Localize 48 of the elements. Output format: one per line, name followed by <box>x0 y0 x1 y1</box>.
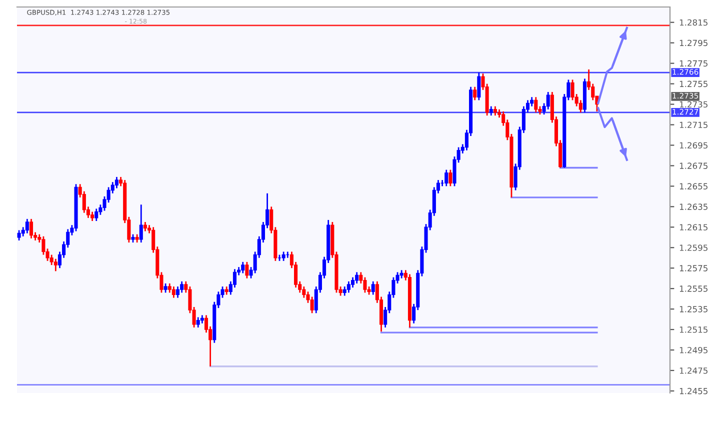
candlestick <box>172 286 176 298</box>
candlestick <box>534 96 538 114</box>
candlestick <box>493 106 497 116</box>
candlestick <box>17 230 21 242</box>
y-tick-label: 1.2755 <box>680 80 708 88</box>
candlestick <box>477 72 481 101</box>
candlestick <box>143 221 147 232</box>
candlestick <box>94 208 98 222</box>
y-tick-label: 1.2675 <box>680 162 708 169</box>
candlestick <box>355 271 359 284</box>
y-tick-label: 1.2555 <box>680 286 708 292</box>
candlestick <box>164 282 168 294</box>
candlestick <box>489 106 493 116</box>
y-tick-label: 1.2715 <box>680 122 708 128</box>
y-tick-label: 1.2635 <box>680 204 708 210</box>
candlestick <box>546 91 550 110</box>
y-tick-label: 1.2535 <box>680 306 708 312</box>
candlestick <box>42 236 46 256</box>
candlestick <box>302 286 306 298</box>
candlestick <box>282 251 286 262</box>
y-tick-label: 1.2515 <box>680 326 708 333</box>
candlestick <box>444 169 448 187</box>
candlestick <box>245 261 249 280</box>
candlestick <box>241 261 245 274</box>
y-tick-label: 1.2575 <box>680 265 708 272</box>
candlestick <box>54 258 58 272</box>
candlestick <box>371 280 375 296</box>
candlestick <box>473 86 477 101</box>
candlestick <box>448 169 452 187</box>
candlestick <box>346 280 350 294</box>
y-tick-label: 1.2655 <box>680 183 708 190</box>
y-tick-label: 1.2475 <box>680 367 708 374</box>
y-tick-label: 1.2775 <box>680 60 708 67</box>
candlestick <box>196 316 200 328</box>
candlestick <box>29 218 34 240</box>
y-tick-label: 1.2595 <box>680 244 708 251</box>
y-tick-label: 1.2455 <box>680 388 708 394</box>
y-tick-label: 1.2815 <box>680 19 708 26</box>
candlestick <box>25 218 29 234</box>
candlestick <box>139 204 143 244</box>
candlestick <box>310 296 314 314</box>
candlestick <box>176 286 180 298</box>
y-tick-label: 1.2495 <box>680 346 708 354</box>
y-tick-label: 1.2795 <box>680 40 708 46</box>
y-tick-label: 1.2735 <box>680 101 708 108</box>
y-tick-label: 1.2695 <box>680 142 708 149</box>
y-tick-label: 1.2615 <box>680 224 708 230</box>
candlestick <box>342 286 346 296</box>
